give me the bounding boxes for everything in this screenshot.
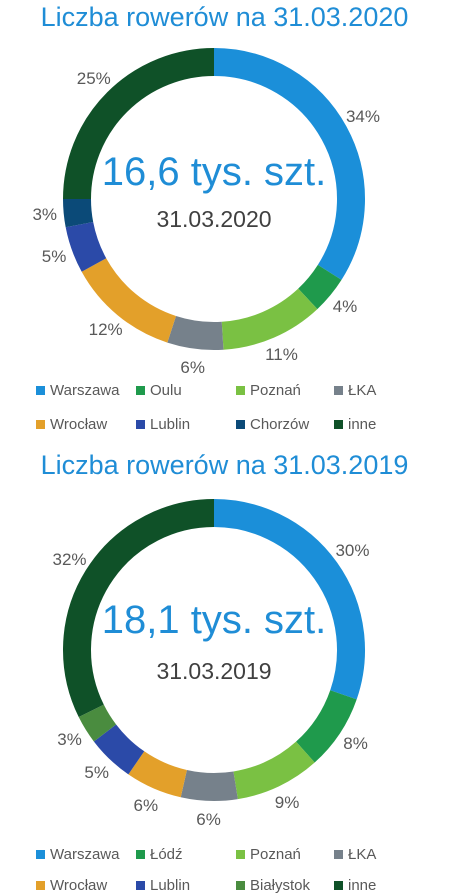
legend-item-poznan: Poznań (236, 382, 301, 399)
slice-warszawa (213, 48, 365, 280)
legend-label: Poznań (250, 846, 301, 863)
donut-chart-2019 (63, 499, 365, 801)
legend-item-warszawa: Warszawa (36, 846, 119, 863)
legend-label: Chorzów (250, 416, 310, 433)
legend-swatch (36, 850, 45, 859)
percent-label-bialystok: 3% (57, 729, 82, 749)
center-total: 18,1 tys. szt. (101, 598, 327, 642)
center-date: 31.03.2019 (156, 658, 272, 684)
legend-swatch (236, 386, 245, 395)
legend-label: Wrocław (50, 416, 108, 433)
percent-label-inne: 25% (76, 68, 111, 88)
legend-swatch (236, 850, 245, 859)
legend-swatch (136, 420, 145, 429)
slice-lka (180, 769, 238, 801)
percent-label-lka: 6% (196, 809, 221, 829)
slice-poznan (233, 741, 315, 800)
percent-label-poznan: 11% (265, 345, 298, 365)
legend-label: ŁKA (348, 846, 377, 863)
center-total: 16,6 tys. szt. (101, 150, 327, 194)
chart-title: Liczba rowerów na 31.03.2020 (40, 2, 409, 32)
slice-inne (63, 499, 215, 718)
legend-swatch (136, 881, 145, 890)
legend-label: inne (348, 416, 377, 433)
slice-lka (167, 315, 224, 350)
donut-chart-2020 (63, 48, 365, 350)
slice-oulu (297, 264, 342, 310)
legend-item-warszawa: Warszawa (36, 382, 119, 399)
percent-label-lublin: 5% (41, 246, 67, 266)
slice-wroclaw (81, 257, 177, 343)
legend-label: Warszawa (50, 382, 120, 399)
slice-bialystok (78, 704, 117, 742)
legend-swatch (36, 881, 45, 890)
legend-item-lka: ŁKA (334, 382, 376, 399)
legend-item-lodz: Łódź (136, 846, 183, 863)
legend-item-bialystok: Białystok (236, 877, 310, 894)
chart-panel-2019: Liczba rowerów na 31.03.2019 18,1 tys. s… (0, 448, 449, 894)
legend-item-wroclaw: Wrocław (36, 416, 107, 433)
legend-swatch (334, 850, 343, 859)
legend-swatch (334, 386, 343, 395)
slice-inne (63, 48, 215, 200)
slice-lublin (93, 724, 145, 775)
slice-lodz (295, 689, 357, 763)
percent-label-lublin: 5% (84, 763, 109, 783)
legend-swatch (36, 386, 45, 395)
legend-label: Łódź (150, 846, 183, 863)
legend-label: Lublin (150, 416, 191, 433)
percent-label-chorzow: 3% (32, 204, 58, 224)
legend-item-oulu: Oulu (136, 382, 182, 399)
legend-label: Poznań (250, 382, 301, 399)
legend-item-wroclaw: Wrocław (36, 877, 107, 894)
legend-item-lublin: Lublin (136, 416, 190, 433)
legend-item-lublin: Lublin (136, 877, 190, 894)
chart-panel-2020: Liczba rowerów na 31.03.2020 16,6 tys. s… (0, 0, 449, 440)
legend-label: ŁKA (348, 382, 377, 399)
legend-item-lka: ŁKA (334, 846, 376, 863)
center-date: 31.03.2020 (156, 206, 272, 232)
slice-warszawa (213, 499, 365, 700)
slice-lublin (65, 221, 107, 272)
legend-item-chorzow: Chorzów (236, 416, 309, 433)
percent-label-wroclaw: 6% (133, 795, 159, 815)
legend-label: Oulu (150, 382, 182, 399)
percent-label-wroclaw: 12% (88, 319, 123, 339)
legend-label: Lublin (150, 877, 191, 894)
chart-title: Liczba rowerów na 31.03.2019 (40, 450, 409, 480)
legend-item-inne: inne (334, 877, 376, 894)
percent-label-inne: 32% (52, 550, 87, 570)
legend-swatch (236, 420, 245, 429)
legend-label: Warszawa (50, 846, 120, 863)
legend-swatch (36, 420, 45, 429)
legend-swatch (334, 420, 343, 429)
legend-label: Wrocław (50, 877, 108, 894)
slice-chorzow (63, 198, 94, 228)
percent-label-warszawa: 30% (335, 541, 370, 561)
percent-label-lka: 6% (180, 357, 205, 377)
legend-label: inne (348, 877, 377, 894)
percent-label-lodz: 8% (343, 734, 368, 754)
legend-swatch (334, 881, 343, 890)
slice-poznan (221, 288, 318, 350)
percent-label-oulu: 4% (332, 297, 358, 317)
legend-label: Białystok (250, 877, 311, 894)
percent-label-poznan: 9% (274, 793, 300, 813)
legend-item-poznan: Poznań (236, 846, 301, 863)
legend-swatch (136, 386, 145, 395)
legend-swatch (136, 850, 145, 859)
percent-label-warszawa: 34% (345, 107, 380, 127)
slice-wroclaw (128, 751, 188, 798)
legend-swatch (236, 881, 245, 890)
legend-item-inne: inne (334, 416, 376, 433)
